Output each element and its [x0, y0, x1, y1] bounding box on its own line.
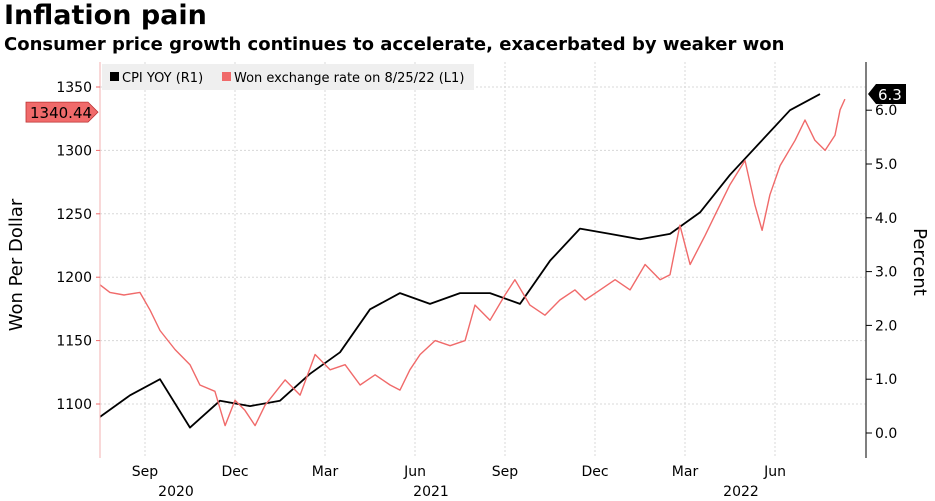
right-tick-label: 6.0 [875, 103, 897, 119]
legend-swatch-cpi [110, 72, 119, 81]
x-tick-label: Mar [312, 464, 339, 480]
x-tick-label: Sep [132, 464, 159, 480]
right-tick-label: 5.0 [875, 157, 897, 173]
left-tick-label: 1300 [56, 143, 92, 159]
x-tick-label: Jun [763, 464, 786, 480]
year-label: 2022 [723, 484, 759, 500]
legend-label-won: Won exchange rate on 8/25/22 (L1) [234, 71, 464, 86]
left-tick-label: 1350 [56, 80, 92, 96]
right-tick-label: 4.0 [875, 211, 897, 227]
left-tick-label: 1150 [56, 334, 92, 350]
legend: CPI YOY (R1) Won exchange rate on 8/25/2… [102, 64, 474, 90]
won-last-value: 1340.44 [30, 104, 92, 122]
cpi-last-value: 6.3 [878, 86, 902, 104]
legend-background [102, 64, 474, 90]
cpi-last-value-tag [868, 84, 906, 105]
won-line [99, 98, 846, 427]
x-tick-label: Dec [221, 464, 248, 480]
cpi-line [99, 93, 821, 429]
left-axis-title: Won Per Dollar [6, 198, 27, 331]
grid [100, 62, 866, 458]
year-label: 2020 [158, 484, 194, 500]
chart-title: Inflation pain [4, 0, 207, 31]
right-tick-label: 2.0 [875, 318, 897, 334]
right-axis-title: Percent [909, 228, 930, 296]
chart-subtitle: Consumer price growth continues to accel… [4, 34, 785, 55]
x-tick-label: Mar [672, 464, 699, 480]
x-tick-label: Jun [403, 464, 426, 480]
year-label: 2021 [413, 484, 449, 500]
right-tick-label: 1.0 [875, 372, 897, 388]
left-tick-label: 1100 [56, 397, 92, 413]
axes: Sep Dec Mar Jun Sep Dec Mar Jun 2020 2021 2022 1100… [25, 62, 906, 500]
x-tick-label: Dec [581, 464, 608, 480]
left-tick-label: 1200 [56, 270, 92, 286]
won-last-value-tag [25, 101, 99, 123]
legend-swatch-won [222, 72, 231, 81]
left-tick-label: 1250 [56, 207, 92, 223]
right-tick-label: 0.0 [875, 426, 897, 442]
series-layer [99, 93, 846, 429]
right-tick-label: 3.0 [875, 265, 897, 281]
x-tick-label: Sep [492, 464, 519, 480]
legend-label-cpi: CPI YOY (R1) [122, 71, 203, 86]
